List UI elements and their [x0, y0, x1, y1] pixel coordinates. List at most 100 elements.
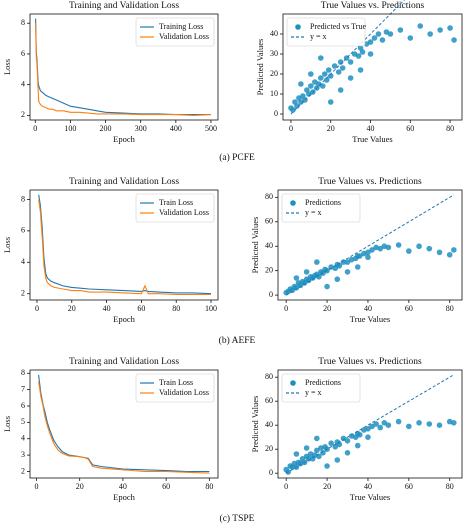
y-tick-label: 20 [270, 69, 278, 78]
y-axis-label: Predicted Values [255, 39, 265, 96]
point [320, 450, 326, 456]
chart: True Values vs. Predictions True Values Pr… [250, 177, 463, 324]
point [385, 422, 392, 429]
point [357, 67, 364, 73]
legend-marker [295, 24, 301, 30]
point [446, 251, 453, 258]
x-tick-label: 80 [172, 304, 180, 313]
y-axis-label: Loss [2, 416, 12, 432]
legend-label: Predictions [305, 378, 341, 387]
plot-area [283, 374, 457, 475]
point [436, 249, 443, 256]
point [369, 423, 375, 430]
point [365, 249, 371, 256]
legend-label: Train Loss [159, 378, 193, 387]
chart-title: True Values vs. Predictions [318, 357, 422, 367]
point [314, 447, 320, 454]
point [334, 457, 341, 463]
chart-title: True Values vs. Predictions [321, 1, 425, 11]
point [395, 418, 402, 425]
y-tick-label: 20 [265, 444, 273, 453]
axes-frame [29, 189, 219, 301]
point [427, 31, 433, 37]
plot-area [283, 194, 457, 296]
point [290, 107, 296, 113]
point [305, 456, 312, 462]
point [417, 23, 424, 29]
point [437, 27, 443, 33]
y-tick-label: 6 [21, 49, 25, 58]
y-axis-label: Loss [2, 59, 12, 75]
point [336, 441, 343, 448]
x-tick-label: 100 [64, 124, 76, 133]
legend-label: y = x [305, 388, 322, 397]
x-tick-label: 300 [135, 124, 147, 133]
x-axis-label: True Values [350, 314, 390, 324]
point [324, 283, 330, 290]
x-tick-label: 80 [205, 482, 213, 491]
point [298, 81, 304, 87]
point [340, 259, 347, 265]
point [344, 450, 351, 456]
point [344, 269, 351, 275]
y-axis-label: Predicted Values [250, 396, 260, 453]
x-tick-label: 0 [284, 482, 288, 491]
loss-line [35, 23, 212, 116]
x-tick-label: 60 [162, 482, 170, 491]
y-tick-label: 80 [265, 372, 273, 381]
y-tick-label: 8 [21, 368, 25, 377]
legend-marker [290, 200, 296, 206]
point [356, 253, 363, 259]
x-tick-label: 40 [103, 304, 111, 313]
point [331, 63, 338, 69]
legend-label: Predicted vs True [310, 22, 366, 31]
x-tick-label: 200 [100, 124, 112, 133]
y-tick-label: 2 [21, 110, 25, 119]
point [359, 49, 366, 55]
x-tick-label: 0 [33, 124, 37, 133]
point [344, 259, 351, 265]
point [347, 75, 354, 81]
plot-area [38, 194, 212, 296]
point [371, 35, 378, 41]
point [303, 269, 310, 275]
y-tick-label: 0 [269, 290, 273, 299]
point [369, 247, 375, 253]
legend-box [281, 193, 361, 223]
chart-title: Training and Validation Loss [69, 1, 179, 11]
point [407, 35, 414, 41]
plot-area [38, 374, 210, 474]
y-axis-label: Predicted Values [250, 217, 260, 274]
point [451, 420, 457, 426]
point [365, 426, 371, 432]
axes-frame [277, 189, 463, 301]
point [395, 242, 402, 248]
legend-label: Predictions [305, 198, 341, 207]
y-tick-label: 20 [265, 265, 273, 274]
point [397, 27, 404, 33]
x-tick-label: 400 [170, 124, 182, 133]
x-tick-label: 40 [364, 304, 372, 313]
y-tick-label: 2 [21, 289, 25, 298]
point [323, 77, 330, 83]
reference-line [285, 374, 455, 474]
y-tick-label: 2 [21, 466, 25, 475]
y-tick-label: 4 [21, 434, 25, 443]
x-axis-label: Epoch [113, 492, 135, 502]
point [340, 435, 347, 442]
legend-label: y = x [305, 208, 322, 217]
axes-frame [29, 369, 219, 479]
y-tick-label: 80 [265, 192, 273, 201]
x-axis-label: Epoch [113, 314, 135, 324]
x-axis-label: True Values [350, 492, 390, 502]
chart-title: Training and Validation Loss [69, 177, 179, 187]
point [451, 37, 457, 43]
point [373, 421, 379, 427]
point [447, 25, 453, 31]
point [321, 71, 328, 77]
loss-line [38, 381, 210, 474]
x-tick-label: 40 [367, 124, 375, 133]
point [406, 423, 412, 430]
